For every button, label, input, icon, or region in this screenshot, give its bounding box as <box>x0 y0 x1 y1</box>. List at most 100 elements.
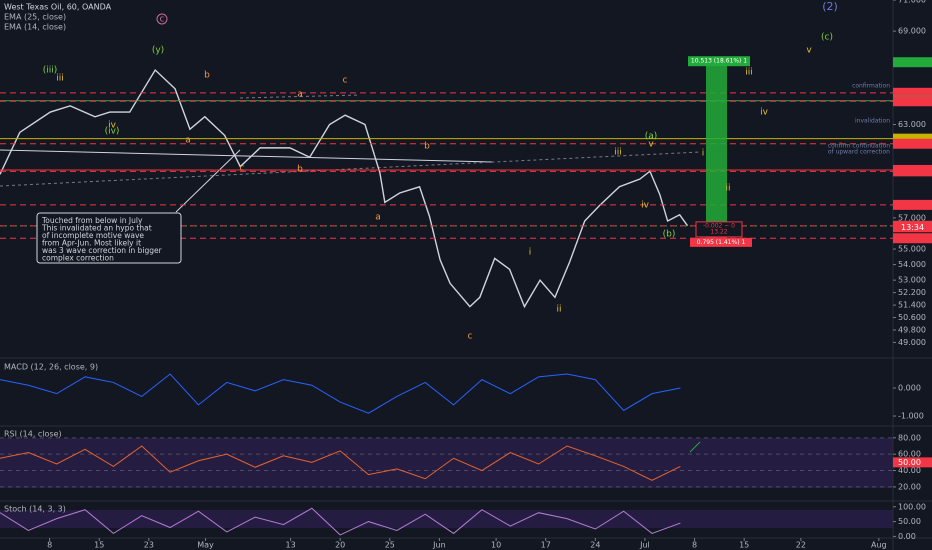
x-tick-label: Jun <box>432 541 446 550</box>
x-tick-label: 24 <box>590 541 600 550</box>
y-tick-label: 80.00 <box>898 433 921 442</box>
series-line <box>0 373 681 414</box>
series-line <box>0 507 681 536</box>
x-tick-label: 23 <box>144 541 154 550</box>
wave-label: ii <box>725 184 730 194</box>
wave-label: iv <box>641 201 650 211</box>
wave-label: iv <box>108 121 117 131</box>
series-line <box>0 445 681 481</box>
panel-title: Stoch (14, 3, 3) <box>4 505 66 514</box>
wave-label: (a) <box>645 132 658 142</box>
x-tick-label: Jul <box>639 541 650 550</box>
wave-label: i <box>529 248 532 258</box>
price-box <box>893 199 932 210</box>
target-label: 10.513 (18.61%) 1 <box>691 58 747 65</box>
x-tick-label: 13 <box>285 541 295 550</box>
wave-label: iii <box>56 74 64 84</box>
wave-label: c <box>343 76 348 86</box>
callout-box <box>36 212 182 264</box>
callout-line: was 3 wave correction in bigger <box>42 246 163 255</box>
wave-label: ii <box>556 305 561 315</box>
price-box <box>893 96 932 107</box>
x-tick-label: 8 <box>692 541 697 550</box>
y-tick-label: 49.800 <box>898 325 926 334</box>
x-tick-label: 20 <box>335 541 345 550</box>
callout-pointer <box>175 149 241 213</box>
y-tick-label: 0.00 <box>898 532 916 541</box>
wave-label: (2) <box>822 0 838 13</box>
annotation-ring <box>156 13 168 25</box>
y-tick-label: -1.000 <box>898 412 924 421</box>
price-box <box>893 138 932 149</box>
x-tick-label: 8 <box>47 541 52 550</box>
trendline <box>0 149 494 163</box>
line-note: invalidation <box>855 118 890 125</box>
entry-label-box <box>695 221 743 238</box>
y-tick-label: 100.00 <box>898 502 926 511</box>
price-box <box>893 57 932 68</box>
entry-label: 13.22 <box>710 228 727 235</box>
wave-label: c <box>160 15 165 25</box>
wave-label: v <box>806 46 812 56</box>
y-tick-label: 57.000 <box>898 213 926 222</box>
x-tick-label: Aug <box>871 541 887 550</box>
wave-label: iv <box>760 108 769 118</box>
wave-label: (c) <box>821 33 833 43</box>
stop-label-box <box>690 237 752 247</box>
wave-label: c <box>468 332 473 342</box>
y-tick-label: 71.000 <box>898 0 926 5</box>
y-tick-label: 55.000 <box>898 245 926 254</box>
wave-label: c <box>240 164 245 174</box>
countdown: 13:34 <box>901 223 924 232</box>
target-zone <box>706 62 727 226</box>
entry-label: -0.002 ~ 0 <box>703 222 735 229</box>
wave-label: (iii) <box>43 66 58 76</box>
stoch-band <box>0 510 893 528</box>
panel-title: MACD (12, 26, close, 9) <box>4 363 98 372</box>
trendline <box>0 151 701 187</box>
callout-line: Touched from below in July <box>41 216 143 225</box>
x-tick-label: 10 <box>491 541 501 550</box>
y-tick-label: 63.000 <box>898 120 926 129</box>
y-tick-label: 53.000 <box>898 276 926 285</box>
wave-label: (b) <box>663 230 676 240</box>
wave-label: b <box>204 71 210 81</box>
wave-label: i <box>702 149 705 159</box>
wave-label: b <box>424 142 430 152</box>
callout-line: from Apr-Jun. Most likely it <box>42 239 141 248</box>
wave-label: a <box>297 90 303 100</box>
y-tick-label: 0.000 <box>898 384 921 393</box>
x-tick-label: 22 <box>796 541 806 550</box>
indicator-label: EMA (14, close) <box>4 23 66 32</box>
y-tick-label: 50.600 <box>898 313 926 322</box>
trendline <box>239 94 361 99</box>
target-label-box <box>688 56 750 67</box>
wave-label: iii <box>745 68 753 78</box>
price-box <box>893 233 932 244</box>
y-tick-label: 52.200 <box>898 288 926 297</box>
y-tick-label: 40.00 <box>898 466 921 475</box>
countdown-box <box>893 223 932 233</box>
wave-label: b <box>297 165 303 175</box>
wave-label: iii <box>614 148 622 158</box>
y-tick-label: 49.000 <box>898 338 926 347</box>
rsi-arrow <box>689 441 701 453</box>
price-box-label: 50.00 <box>898 458 921 467</box>
wave-label: v <box>648 140 654 150</box>
y-tick-label: 51.400 <box>898 301 926 310</box>
price-box <box>893 166 932 177</box>
panel-title: RSI (14, close) <box>4 430 62 439</box>
price-box <box>893 87 932 98</box>
x-tick-label: 17 <box>541 541 551 550</box>
y-tick-label: 50.00 <box>898 517 921 526</box>
line-note: of upward correction <box>828 149 890 156</box>
y-tick-label: 60.00 <box>898 450 921 459</box>
price-box <box>893 133 932 144</box>
price-box <box>893 457 932 468</box>
x-tick-label: 15 <box>94 541 104 550</box>
y-tick-label: 20.00 <box>898 482 921 491</box>
wave-label: (iv) <box>105 127 120 137</box>
callout-line: complex correction <box>42 254 114 263</box>
chart-title: West Texas Oil, 60, OANDA <box>4 3 112 12</box>
